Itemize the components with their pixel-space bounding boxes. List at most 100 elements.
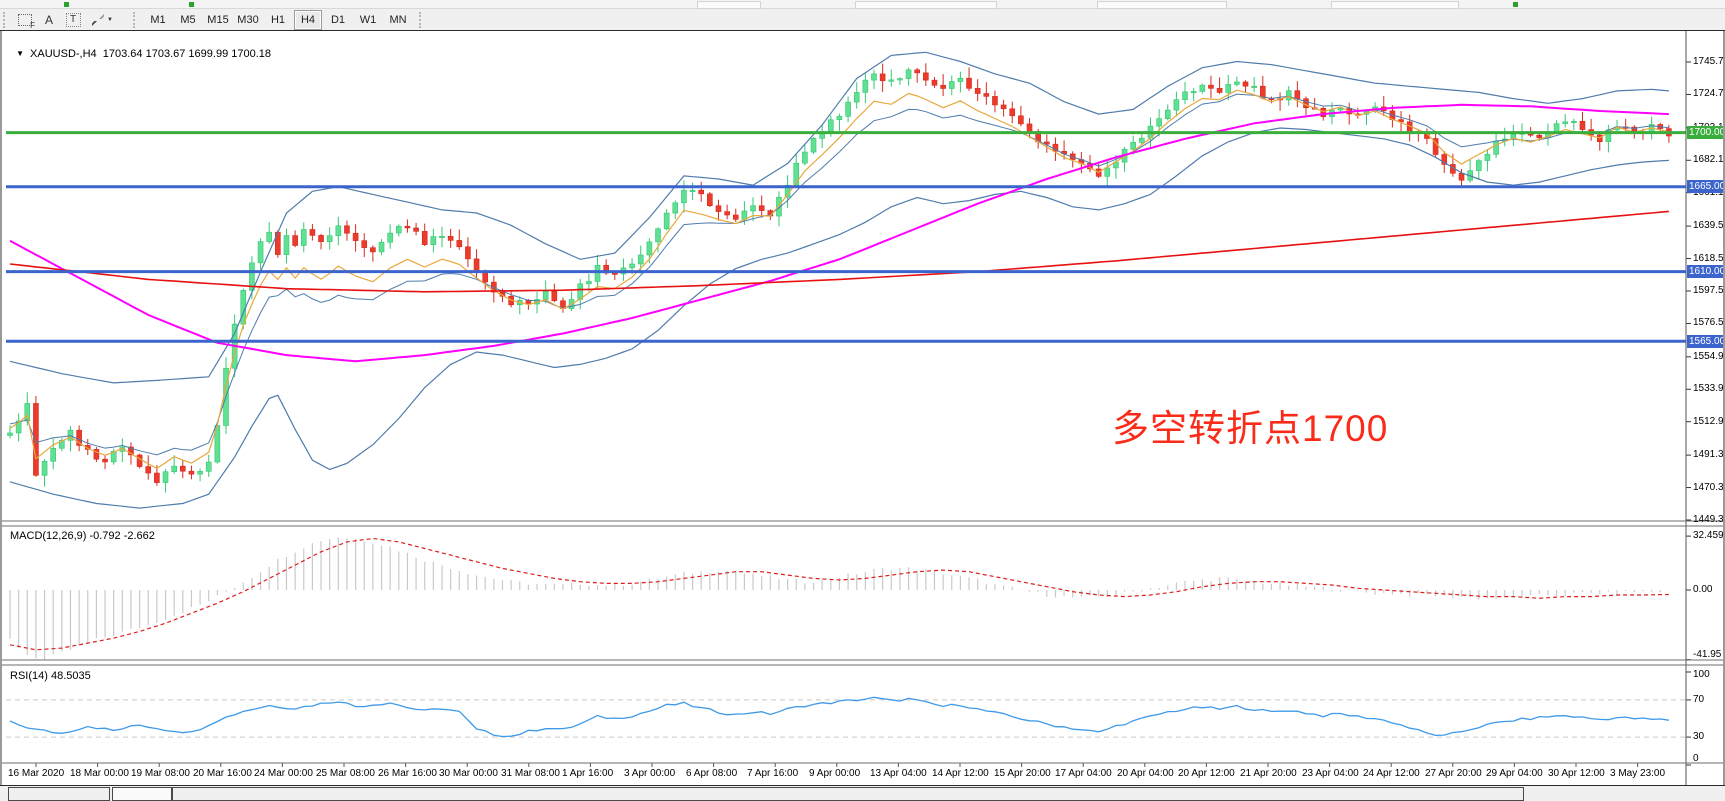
toolbar-remnant-box xyxy=(855,1,997,9)
bollinger-upper-line xyxy=(9,51,1669,384)
time-axis-label: 3 Apr 00:00 xyxy=(624,768,676,779)
rsi-scale-label: 0 xyxy=(1693,753,1699,764)
price-tick-label: 1491.30 xyxy=(1693,449,1725,461)
text-label-tool-button[interactable]: A xyxy=(38,11,60,29)
price-line-badge: 1700.00 xyxy=(1687,126,1725,140)
time-axis-label: 21 Apr 20:00 xyxy=(1240,768,1297,779)
fibonacci-icon: F xyxy=(18,13,35,30)
time-axis-label: 20 Apr 04:00 xyxy=(1117,768,1174,779)
timeframe-button-H1[interactable]: H1 xyxy=(270,13,286,26)
arrows-tool-button[interactable]: ▼ xyxy=(86,11,118,29)
timeframe-button-M30[interactable]: M30 xyxy=(237,13,259,26)
toolbar-grip[interactable] xyxy=(133,11,140,28)
collapse-triangle-icon[interactable]: ▼ xyxy=(16,49,25,58)
time-axis-label: 15 Apr 20:00 xyxy=(994,768,1051,779)
ma-red-line xyxy=(9,210,1669,293)
macd-indicator-label: MACD(12,26,9) -0.792 -2.662 xyxy=(10,530,155,542)
chart-tab[interactable] xyxy=(8,787,110,801)
price-tick-label: 1618.50 xyxy=(1693,252,1725,264)
time-axis-label: 16 Mar 2020 xyxy=(8,768,65,779)
symbol-ohlc-title: XAUUSD-,H4 1703.64 1703.67 1699.99 1700.… xyxy=(30,48,271,60)
rsi-indicator-label: RSI(14) 48.5035 xyxy=(10,670,91,682)
price-tick-label: 1745.70 xyxy=(1693,56,1725,67)
overlay-lines xyxy=(9,51,1670,509)
timeframe-button-M1[interactable]: M1 xyxy=(150,13,166,26)
time-axis-label: 13 Apr 04:00 xyxy=(870,768,927,779)
time-axis-label: 20 Apr 12:00 xyxy=(1178,768,1235,779)
time-axis-label: 18 Mar 00:00 xyxy=(70,768,129,779)
timeframe-button-W1[interactable]: W1 xyxy=(359,13,377,26)
timeframe-button-group: M1 M5 M15 M30 H1 H4 D1 W1 MN xyxy=(143,9,413,30)
chart-title-row: ▼ XAUUSD-,H4 1703.64 1703.67 1699.99 1700… xyxy=(10,36,271,60)
bollinger-lower-line xyxy=(9,127,1669,509)
chart-tab[interactable] xyxy=(172,787,1524,801)
partial-top-toolbar xyxy=(0,0,1725,9)
rsi-scale-label: 30 xyxy=(1693,731,1705,743)
chart-window[interactable] xyxy=(0,31,1725,785)
time-axis-label: 30 Mar 00:00 xyxy=(439,768,498,779)
window-left-edge xyxy=(0,31,2,785)
time-axis-label: 19 Mar 08:00 xyxy=(131,768,190,779)
time-axis-label: 20 Mar 16:00 xyxy=(193,768,252,779)
price-tick-label: 1470.30 xyxy=(1693,481,1725,493)
price-line-badge: 1610.00 xyxy=(1687,265,1725,279)
window-divider xyxy=(0,785,1725,786)
timeframe-button-H4[interactable]: H4 xyxy=(294,9,322,30)
timeframe-button-MN[interactable]: MN xyxy=(389,13,407,26)
time-axis-label: 24 Apr 12:00 xyxy=(1363,768,1420,779)
toolbar-grip[interactable] xyxy=(419,11,426,28)
toolbar-remnant-mark xyxy=(64,2,69,7)
timeframe-button-M5[interactable]: M5 xyxy=(180,13,196,26)
candlestick-series xyxy=(7,63,1672,493)
window-divider xyxy=(0,30,1725,31)
time-axis-label: 1 Apr 16:00 xyxy=(562,768,614,779)
price-tick-label: 1554.90 xyxy=(1693,350,1725,362)
rsi-scale-label: 100 xyxy=(1693,669,1710,680)
time-axis-label: 29 Apr 04:00 xyxy=(1486,768,1543,779)
time-axis-label: 3 May 23:00 xyxy=(1610,768,1666,779)
macd-scale-max: 32.459 xyxy=(1693,530,1724,541)
window-right-edge xyxy=(1723,31,1725,785)
time-axis-label: 9 Apr 00:00 xyxy=(809,768,861,779)
price-line-badge: 1665.00 xyxy=(1687,180,1725,194)
toolbar-remnant-box xyxy=(697,1,761,9)
price-tick-label: 1512.90 xyxy=(1693,415,1725,427)
price-tick-label: 1533.90 xyxy=(1693,383,1725,395)
time-axis-label: 7 Apr 16:00 xyxy=(747,768,799,779)
chart-tab-bar xyxy=(0,786,1725,801)
time-axis-label: 23 Apr 04:00 xyxy=(1302,768,1359,779)
toolbar-remnant-mark xyxy=(189,2,194,7)
timeframe-button-D1[interactable]: D1 xyxy=(330,13,346,26)
macd-series xyxy=(9,537,1670,660)
time-axis-label: 26 Mar 16:00 xyxy=(378,768,437,779)
text-tool-button[interactable]: T xyxy=(62,11,84,29)
timeframe-button-M15[interactable]: M15 xyxy=(207,13,229,26)
time-axis-label: 27 Apr 20:00 xyxy=(1425,768,1482,779)
time-axis-label: 31 Mar 08:00 xyxy=(501,768,560,779)
macd-scale-min: -41.95 xyxy=(1693,649,1722,660)
annotation-text: 多空转折点1700 xyxy=(1112,408,1389,449)
macd-scale-zero: 0.00 xyxy=(1693,584,1713,595)
time-axis-label: 6 Apr 08:00 xyxy=(686,768,738,779)
arrows-icon xyxy=(92,13,105,26)
time-axis-label: 24 Mar 00:00 xyxy=(254,768,313,779)
text-label-icon: A xyxy=(44,12,53,27)
price-tick-label: 1576.50 xyxy=(1693,317,1725,329)
price-tick-label: 1682.10 xyxy=(1693,154,1725,166)
price-line-badge: 1565.00 xyxy=(1687,334,1725,348)
price-tick-label: 1724.70 xyxy=(1693,88,1725,100)
ma-gold-line xyxy=(9,89,1670,470)
chart-tab-active[interactable] xyxy=(112,787,172,801)
time-axis-label: 14 Apr 12:00 xyxy=(932,768,989,779)
toolbar-grip[interactable] xyxy=(3,11,10,28)
rsi-scale-label: 70 xyxy=(1693,693,1705,705)
toolbar-remnant-box xyxy=(1097,1,1227,9)
fibonacci-tool-button[interactable]: F xyxy=(14,11,36,30)
dropdown-caret-icon: ▼ xyxy=(107,16,113,23)
time-axis-label: 25 Mar 08:00 xyxy=(316,768,375,779)
price-tick-label: 1597.50 xyxy=(1693,285,1725,296)
price-tick-label: 1639.50 xyxy=(1693,220,1725,232)
text-icon: T xyxy=(65,12,81,27)
toolbar-remnant-box xyxy=(1331,1,1459,9)
